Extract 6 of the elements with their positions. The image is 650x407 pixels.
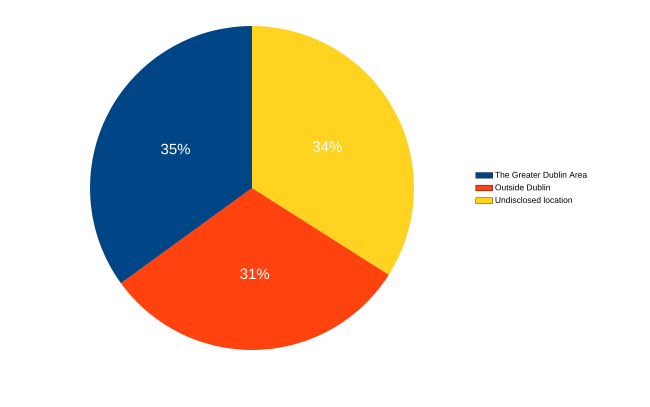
data-label: 31% — [240, 268, 270, 280]
data-label: 35% — [161, 144, 190, 154]
legend-label: Undisclosed location — [496, 196, 572, 204]
legend-label: The Greater Dublin Area — [495, 172, 588, 178]
legend-label: Outside Dublin — [495, 184, 550, 190]
data-label: 34% — [312, 141, 342, 152]
